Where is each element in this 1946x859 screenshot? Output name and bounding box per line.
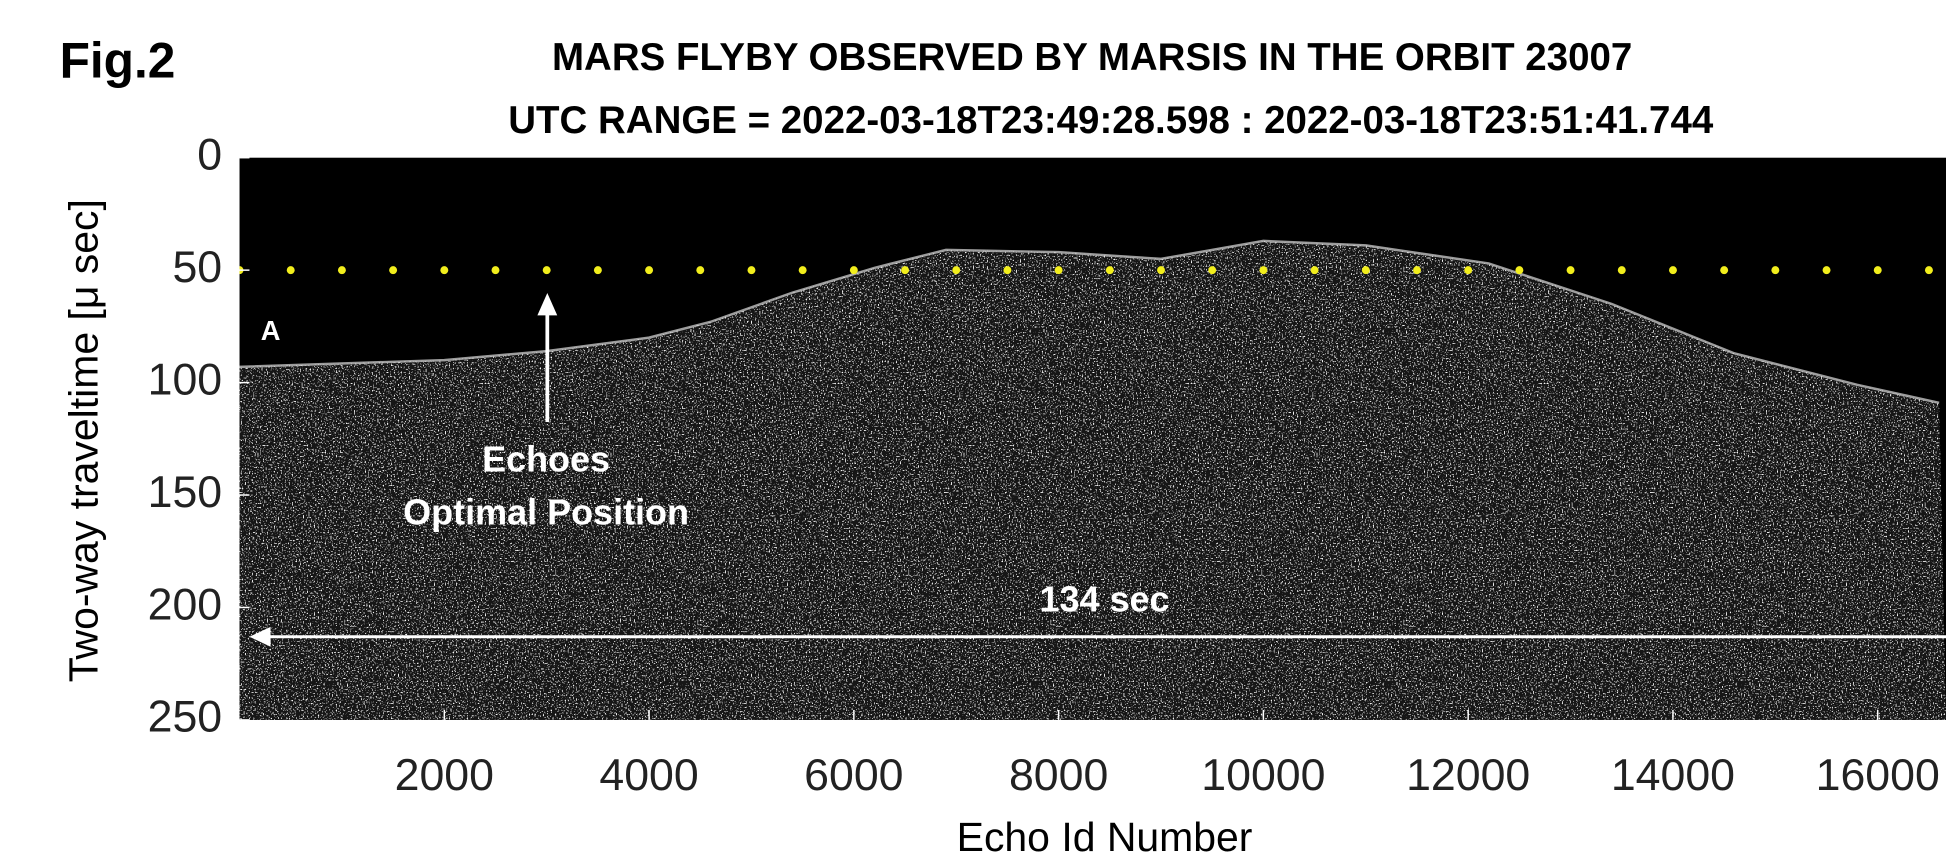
optimal-position-dot xyxy=(389,266,398,275)
optimal-position-dot xyxy=(1668,266,1677,275)
optimal-position-dot xyxy=(1361,266,1370,275)
plot: A Echoes Optimal Position 134 sec xyxy=(239,239,1946,720)
x-tick-label: 16000 xyxy=(1816,751,1940,800)
duration-arrowhead xyxy=(249,626,271,647)
annotation-duration: 134 sec xyxy=(1040,579,1170,620)
annotation-start: A xyxy=(261,315,281,346)
optimal-position-dot xyxy=(747,266,756,275)
optimal-position-dot xyxy=(798,266,807,275)
optimal-position-dot xyxy=(1105,266,1114,275)
optimal-position-dot xyxy=(1464,266,1473,275)
x-tick-label: 4000 xyxy=(599,751,698,800)
optimal-position-dot xyxy=(1771,266,1780,275)
optimal-position-dot xyxy=(337,266,346,275)
optimal-position-dot xyxy=(1924,266,1933,275)
chart-subtitle: UTC RANGE = 2022-03-18T23:49:28.598 : 20… xyxy=(508,99,1714,142)
optimal-position-dot xyxy=(542,266,551,275)
x-tick-label: 6000 xyxy=(804,751,903,800)
optimal-position-dot xyxy=(696,266,705,275)
x-tick-label: 14000 xyxy=(1611,751,1735,800)
y-tick-label: 100 xyxy=(148,355,223,404)
annotation-arrowhead xyxy=(537,292,558,316)
optimal-position-dot xyxy=(1720,266,1729,275)
optimal-position-dot xyxy=(849,266,858,275)
optimal-position-dot xyxy=(1259,266,1268,275)
optimal-position-dot xyxy=(1515,266,1524,275)
annotation-text: Optimal Position xyxy=(403,492,689,533)
optimal-position-dot xyxy=(1617,266,1626,275)
y-axis-label: Two-way traveltime [μ sec] xyxy=(61,199,107,682)
optimal-position-dot xyxy=(952,266,961,275)
optimal-position-line xyxy=(239,266,1933,275)
optimal-position-dot xyxy=(1566,266,1575,275)
y-tick-label: 50 xyxy=(172,243,222,292)
y-tick-label: 200 xyxy=(148,580,223,629)
subsurface-area xyxy=(239,240,1946,720)
optimal-position-dot xyxy=(440,266,449,275)
optimal-position-dot xyxy=(286,266,295,275)
optimal-position-dot xyxy=(1822,266,1831,275)
surface-echo xyxy=(239,239,1940,405)
optimal-position-dot xyxy=(1413,266,1421,275)
x-axis-label: Echo Id Number xyxy=(957,814,1253,859)
x-tick-label: 12000 xyxy=(1406,751,1530,800)
figure-label: Fig.2 xyxy=(60,33,176,89)
optimal-position-dot xyxy=(1054,266,1063,275)
y-tick-label: 0 xyxy=(197,131,222,180)
x-tick-label: 10000 xyxy=(1201,751,1325,800)
chart-title: MARS FLYBY OBSERVED BY MARSIS IN THE ORB… xyxy=(552,36,1632,79)
axes: 2000 4000 6000 8000 10000 12000 14000 16000 0 50 1… xyxy=(148,131,1940,801)
y-tick-label: 150 xyxy=(148,468,223,517)
optimal-position-dot xyxy=(1873,266,1882,275)
x-tick-label: 2000 xyxy=(395,751,494,800)
optimal-position-dot xyxy=(1208,266,1217,275)
optimal-position-dot xyxy=(1157,266,1165,275)
y-tick-label: 250 xyxy=(148,693,223,742)
optimal-position-dot xyxy=(645,266,654,275)
optimal-position-dot xyxy=(1310,266,1319,275)
optimal-position-dot xyxy=(491,266,500,275)
x-tick-label: 8000 xyxy=(1009,751,1108,800)
annotation-text: Echoes xyxy=(482,438,610,479)
optimal-position-dot xyxy=(593,266,602,275)
optimal-position-dot xyxy=(901,266,910,275)
optimal-position-dot xyxy=(1003,266,1012,275)
